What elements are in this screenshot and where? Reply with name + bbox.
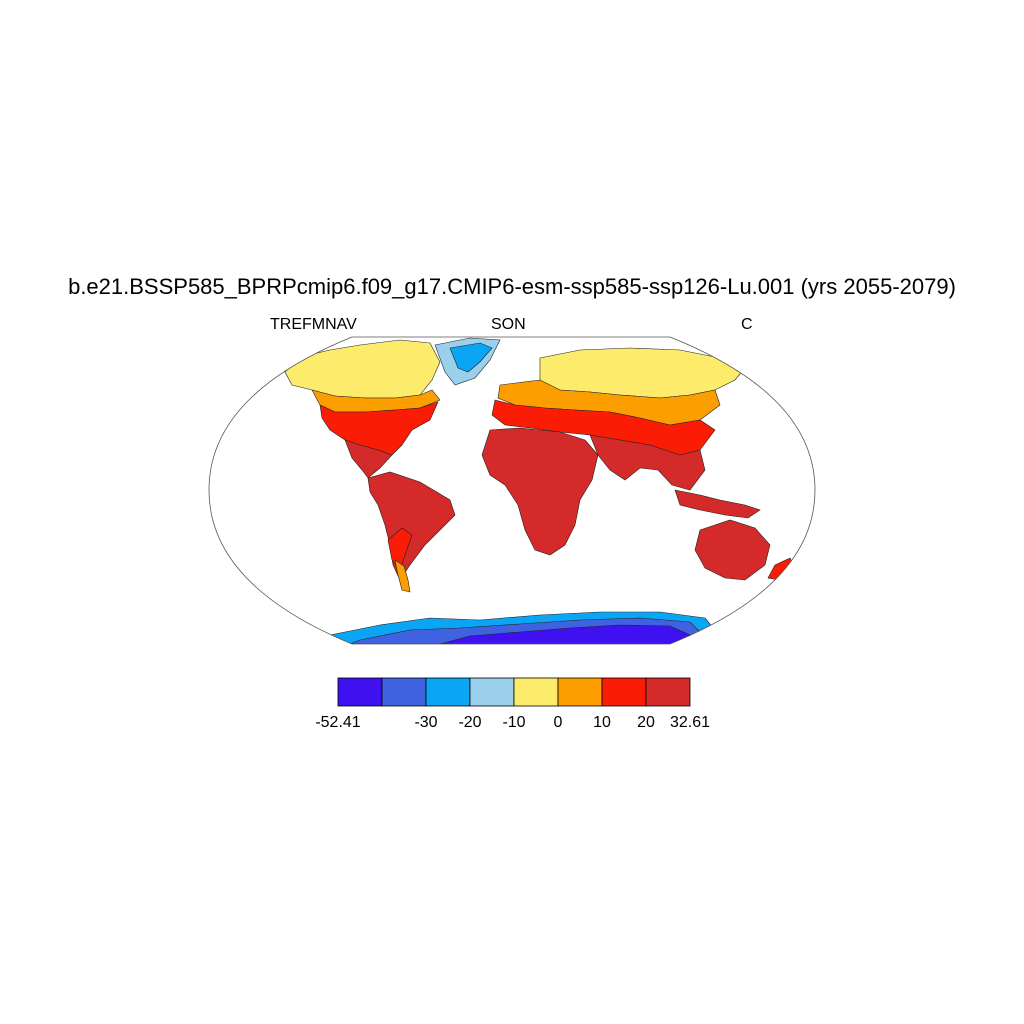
- north-america-cold-region: [284, 339, 441, 399]
- colorbar-box: [425, 677, 471, 707]
- colorbar-label: -20: [458, 714, 481, 731]
- greenland-core-region: [449, 342, 493, 373]
- colorbar-box: [469, 677, 515, 707]
- colorbar-label: -30: [414, 714, 437, 731]
- colorbar-box: [601, 677, 647, 707]
- africa-tropical-region: [481, 427, 599, 556]
- colorbar-label: 20: [637, 714, 655, 731]
- north-america-warm-region: [319, 401, 439, 456]
- colorbar: -52.41 -30 -20 -10 0 10 20 32.61: [315, 677, 710, 731]
- map-title: b.e21.BSSP585_BPRPcmip6.f09_g17.CMIP6-es…: [68, 274, 956, 299]
- maritime-continent-region: [674, 489, 761, 519]
- map-boundary: [208, 336, 816, 645]
- colorbar-label: 0: [554, 714, 563, 731]
- south-asia-tropical-region: [589, 434, 706, 491]
- colorbar-label: -10: [502, 714, 525, 731]
- units-label: C: [741, 316, 753, 333]
- south-america-warm-region: [387, 527, 413, 571]
- colorbar-box: [645, 677, 691, 707]
- colorbar-label: -52.41: [315, 714, 360, 731]
- season-label: SON: [491, 316, 526, 333]
- variable-label: TREFMNAV: [270, 316, 357, 333]
- colorbar-label: 10: [593, 714, 611, 731]
- colorbar-label: 32.61: [670, 714, 710, 731]
- south-america-temperate-region: [394, 559, 411, 593]
- colorbar-box: [337, 677, 383, 707]
- colorbar-box: [381, 677, 427, 707]
- central-america-tropical-region: [344, 439, 393, 479]
- south-america-tropical-region: [367, 471, 456, 581]
- colorbar-box: [513, 677, 559, 707]
- colorbar-box: [557, 677, 603, 707]
- australia-tropical-region: [694, 519, 771, 581]
